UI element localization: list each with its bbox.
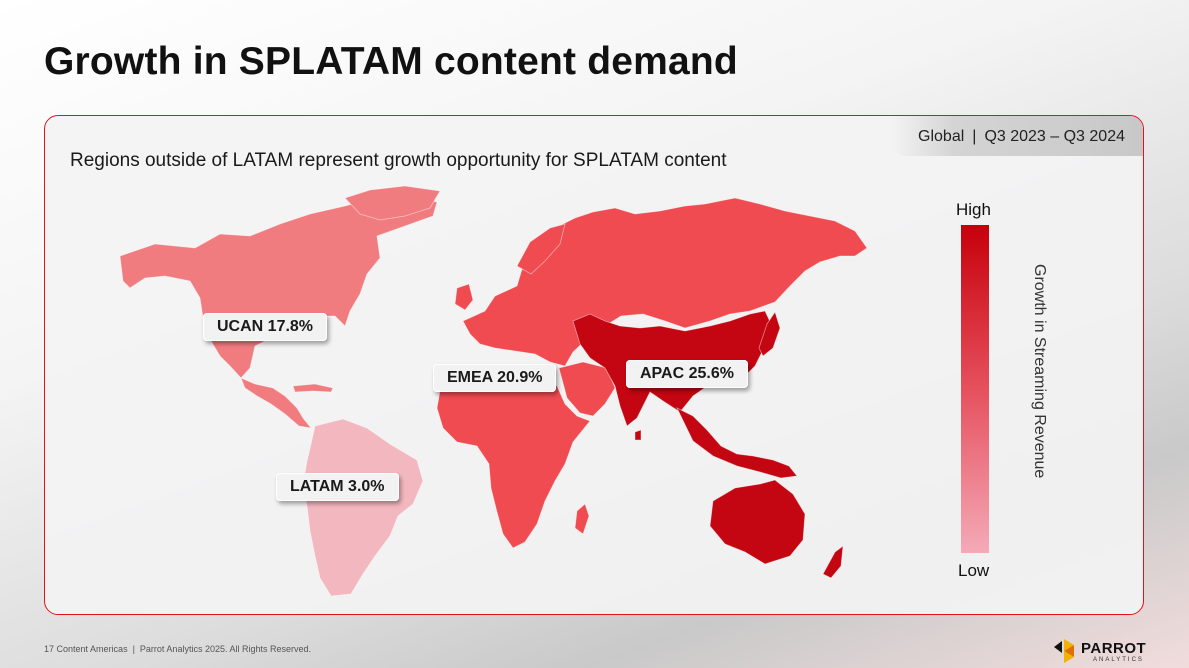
label-ucan: UCAN 17.8% [203, 313, 328, 341]
scope-tab: Global | Q3 2023 – Q3 2024 [892, 116, 1143, 156]
legend-gradient-bar [961, 225, 989, 553]
map-card: Global | Q3 2023 – Q3 2024 Regions outside… [44, 115, 1144, 615]
scandinavia [516, 223, 566, 275]
scope-region: Global [918, 128, 965, 145]
region-emea[interactable] [436, 197, 868, 549]
sri-lanka [634, 429, 642, 441]
europe-russia [462, 197, 868, 367]
middle-east [558, 361, 616, 417]
region-latam[interactable] [302, 418, 424, 597]
logo-subtext: ANALYTICS [1093, 657, 1144, 663]
greenland [344, 185, 441, 221]
central-america [240, 377, 312, 429]
label-emea: EMEA 20.9% [433, 364, 557, 392]
uk-ireland [454, 283, 474, 311]
legend-axis-title: Growth in Streaming Revenue [1031, 264, 1048, 479]
new-zealand [822, 545, 844, 579]
australia [709, 479, 806, 565]
map-subtitle: Regions outside of LATAM represent growt… [70, 150, 727, 171]
region-apac[interactable] [572, 310, 844, 579]
label-latam: LATAM 3.0% [276, 473, 399, 501]
region-ucan[interactable] [119, 185, 441, 429]
latam-mainland [302, 418, 424, 597]
label-apac: APAC 25.6% [626, 360, 748, 388]
footer: 17 Content Americas | Parrot Analytics 202… [44, 644, 311, 654]
caribbean [292, 383, 334, 393]
japan [758, 311, 781, 357]
madagascar [574, 503, 590, 535]
legend-low-label: Low [958, 561, 990, 580]
southeast-asia [676, 407, 798, 479]
footer-section: Content Americas [56, 644, 128, 654]
legend-high-label: High [956, 200, 991, 219]
logo-wordmark: PARROT [1081, 640, 1147, 657]
parrot-logo-icon [1054, 639, 1074, 663]
world-map [119, 185, 868, 597]
ucan-mainland [119, 195, 438, 379]
slide-title: Growth in SPLATAM content demand [44, 40, 738, 83]
footer-copyright: Parrot Analytics 2025. All Rights Reserv… [139, 644, 312, 654]
footer-separator: | [132, 644, 135, 654]
footer-page-number: 17 [44, 644, 55, 654]
scope-separator: | [972, 128, 977, 145]
scope-period: Q3 2023 – Q3 2024 [984, 128, 1125, 145]
